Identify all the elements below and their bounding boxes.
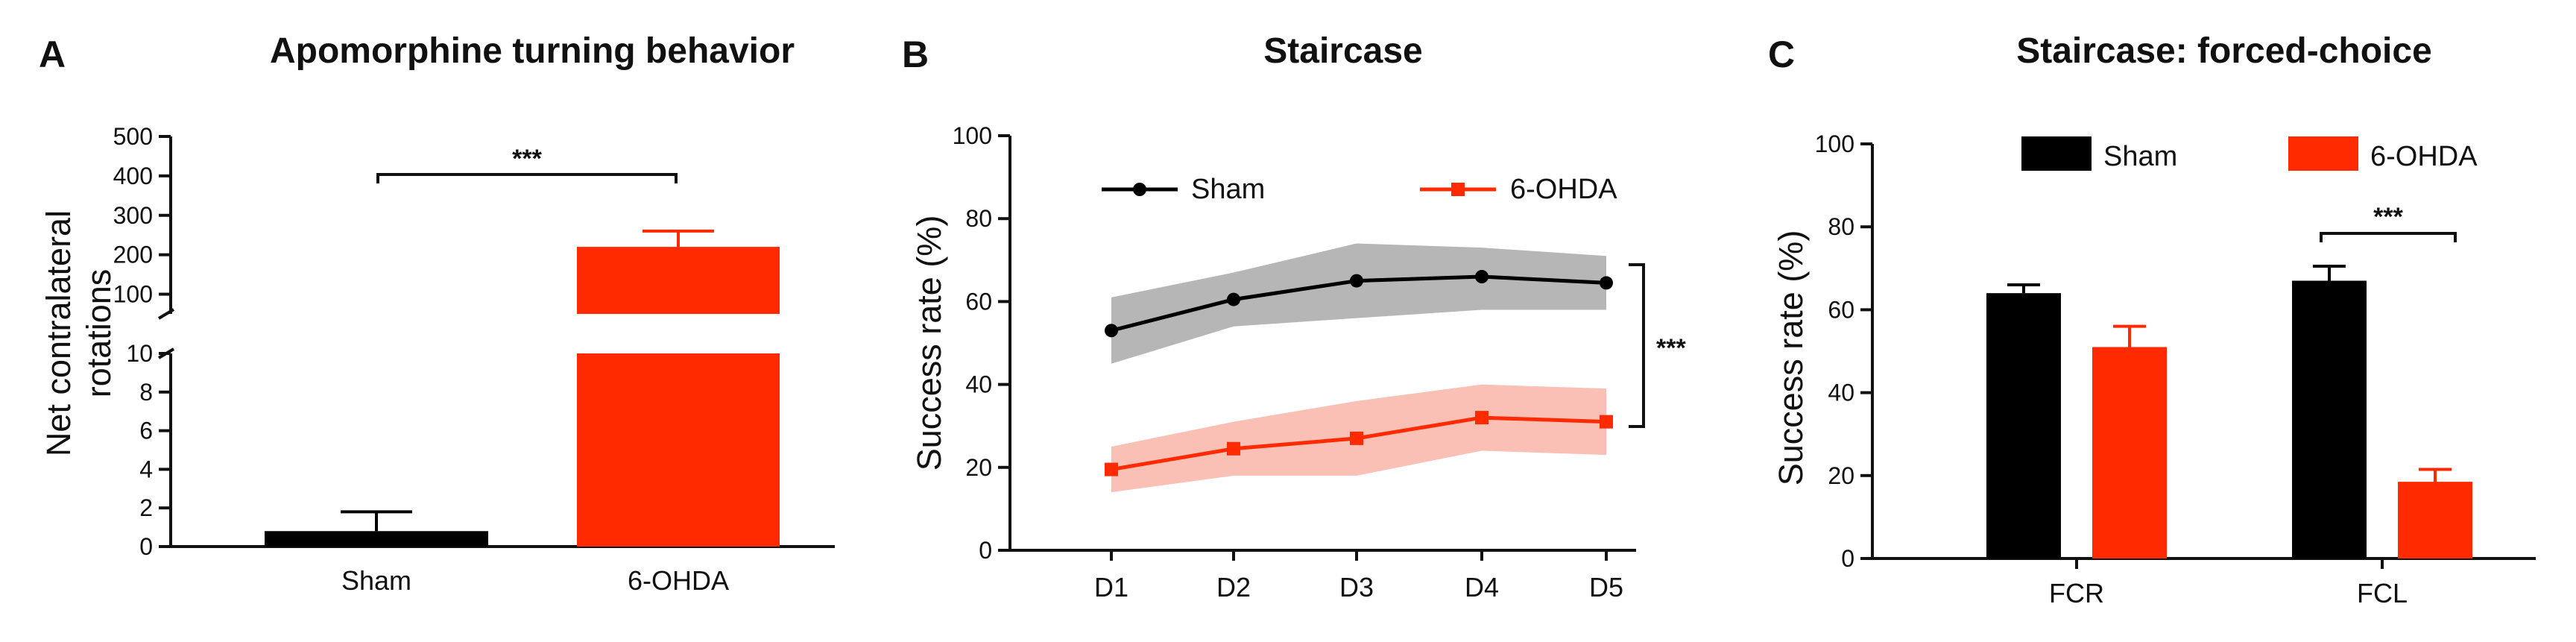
panel-a-ylabel-line2: rotations (80, 269, 118, 398)
panel-b-xtick-label-D4: D4 (1465, 572, 1499, 602)
bar-6ohda-upper (577, 247, 780, 314)
panel-a-ytick-label-100: 100 (113, 281, 153, 308)
panel-b-ytick-label-80: 80 (965, 205, 992, 232)
panel-b-xtick-label-D5: D5 (1589, 572, 1623, 602)
legend-6ohda-label: 6-OHDA (1510, 174, 1617, 205)
panel-a-ytick-label-400: 400 (113, 163, 153, 189)
panel-a-ytick-label-2: 2 (139, 494, 153, 521)
panel-a-ytick-label-4: 4 (139, 456, 153, 482)
panel-a-ylabel-line1: Net contralateral (40, 210, 78, 456)
error-bar-6ohda-fcr (2113, 324, 2146, 347)
band-sham (1111, 243, 1606, 364)
panel-b-ytick-label-40: 40 (965, 371, 992, 398)
panel-c-ytick-label-80: 80 (1828, 213, 1854, 240)
panel-c-ytick-label-40: 40 (1828, 380, 1854, 406)
panel-a-title: Apomorphine turning behavior (270, 31, 795, 71)
panel-c-bars (1986, 265, 2472, 558)
panel-c-category-fcr: FCR (2049, 578, 2104, 608)
panel-b-letter: B (902, 34, 929, 75)
error-bar-6ohda-fcl (2419, 468, 2452, 482)
bar-6ohda-fcr (2092, 347, 2167, 558)
point-6ohda-D5 (1600, 415, 1613, 429)
point-6ohda-D4 (1475, 411, 1489, 425)
point-6ohda-D2 (1227, 441, 1240, 456)
panel-a-ytick-label-500: 500 (113, 123, 153, 150)
panel-c-ytick-label-60: 60 (1828, 296, 1854, 323)
panel-a-category-sham: Sham (341, 565, 411, 596)
panel-a-ticks: 0 2 4 6 8 10 100 200 300 400 500 (113, 123, 171, 560)
bar-6ohda-fcl (2398, 482, 2472, 558)
panel-a-axis-break-upper (157, 308, 175, 320)
panel-c: C Staircase: forced-choice Success rate … (1768, 31, 2536, 608)
panel-b-ytick-label-20: 20 (965, 454, 992, 481)
panel-c-ylabel: Success rate (%) (1772, 230, 1810, 486)
panel-b-ytick-label-0: 0 (979, 537, 992, 564)
legend-sham-label: Sham (2103, 141, 2177, 172)
panel-b-ticks: 0 20 40 60 80 100 D1 D2 D3 D4 D5 (953, 122, 1623, 602)
point-sham-D5 (1600, 276, 1613, 290)
panel-c-ytick-label-20: 20 (1828, 462, 1854, 489)
panel-c-legend: Sham 6-OHDA (2021, 136, 2478, 172)
panel-b-series (1105, 270, 1613, 476)
point-sham-D1 (1105, 324, 1118, 338)
error-bar-6ohda (643, 229, 714, 248)
panel-b-ylabel: Success rate (%) (910, 215, 948, 471)
panel-b-significance-label: *** (1656, 334, 1686, 362)
panel-b-title: Staircase (1263, 31, 1423, 71)
panel-c-letter: C (1768, 34, 1795, 75)
legend-sham-label: Sham (1191, 174, 1265, 205)
panel-a-ytick-label-0: 0 (139, 533, 153, 560)
panel-a: A Apomorphine turning behavior Net contr… (39, 31, 835, 596)
panel-b-xtick-label-D1: D1 (1094, 572, 1128, 602)
panel-c-ytick-label-0: 0 (1841, 545, 1854, 572)
legend-6ohda-swatch (2288, 136, 2358, 171)
point-6ohda-D3 (1350, 431, 1363, 445)
error-bar-sham-fcl (2313, 265, 2346, 281)
panel-a-ytick-label-200: 200 (113, 242, 153, 268)
panel-c-category-fcl: FCL (2357, 578, 2408, 608)
legend-6ohda-marker (1451, 183, 1465, 196)
bar-sham-fcl (2292, 280, 2367, 558)
point-6ohda-D1 (1105, 462, 1118, 476)
panel-b-xtick-label-D2: D2 (1216, 572, 1251, 602)
panel-b-legend: Sham 6-OHDA (1102, 174, 1617, 205)
panel-b-xtick-label-D3: D3 (1339, 572, 1374, 602)
point-sham-D2 (1227, 292, 1240, 306)
panel-a-ytick-label-6: 6 (139, 418, 153, 444)
panel-a-ytick-label-10: 10 (126, 340, 153, 367)
panel-b: B Staircase Success rate (%) 0 20 40 60 80 10… (902, 31, 1686, 602)
panel-a-significance-label: *** (512, 145, 542, 173)
bar-sham-fcr (1986, 293, 2061, 558)
legend-6ohda-label: 6-OHDA (2370, 141, 2478, 172)
panel-a-category-6ohda: 6-OHDA (628, 565, 729, 596)
panel-a-letter: A (39, 34, 66, 75)
panel-c-ytick-label-100: 100 (1815, 130, 1854, 157)
panel-b-ytick-label-60: 60 (965, 288, 992, 315)
panel-a-ytick-label-300: 300 (113, 202, 153, 229)
panel-b-significance-bracket (1629, 263, 1645, 428)
bar-sham (265, 531, 488, 547)
panel-a-ytick-label-8: 8 (139, 379, 153, 406)
panel-b-axes (1008, 136, 1636, 552)
legend-sham-swatch (2021, 136, 2092, 171)
error-bar-sham (341, 510, 412, 532)
panel-b-ytick-label-100: 100 (953, 122, 992, 149)
panel-a-bars (265, 229, 780, 547)
bar-6ohda-lower (577, 353, 780, 547)
panel-c-title: Staircase: forced-choice (2016, 31, 2432, 71)
point-sham-D4 (1475, 270, 1489, 284)
legend-sham-marker (1133, 183, 1146, 196)
point-sham-D3 (1350, 274, 1363, 288)
error-bar-sham-fcr (2007, 283, 2040, 294)
panel-c-significance-label: *** (2373, 203, 2403, 231)
panel-a-significance-bracket (376, 173, 678, 183)
panel-c-ticks: 0 20 40 60 80 100 (1815, 130, 2384, 572)
panel-c-significance-bracket (2320, 232, 2457, 242)
